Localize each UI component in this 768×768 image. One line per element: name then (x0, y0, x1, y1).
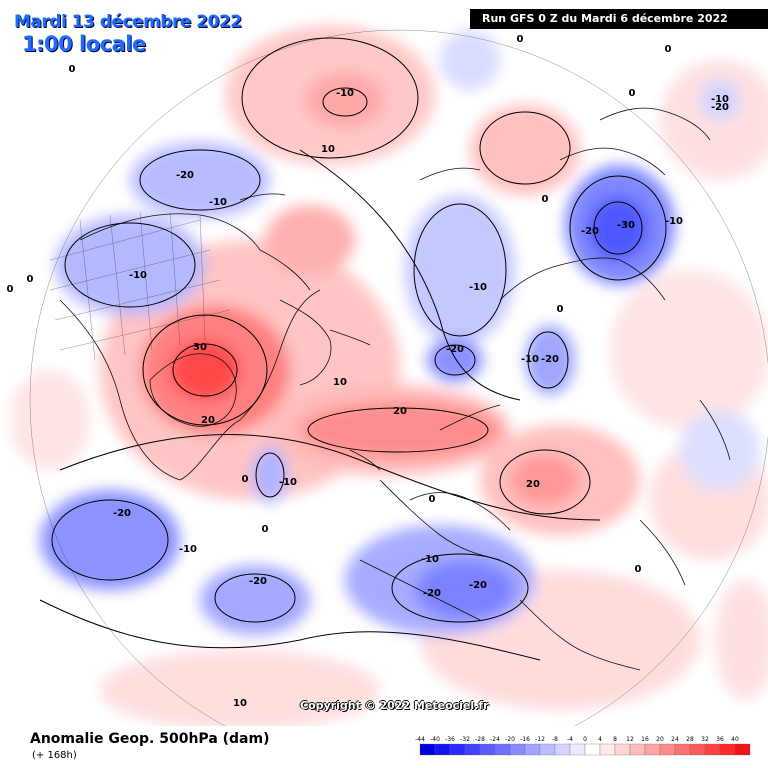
forecast-time: 1:00 locale (22, 32, 146, 56)
legend-swatch (584, 743, 601, 756)
legend-tick-label: 0 (583, 736, 587, 743)
legend-tick-label: -28 (475, 736, 485, 743)
legend-tick-label: 16 (641, 736, 649, 743)
legend-swatch (689, 743, 706, 756)
legend-swatch (539, 743, 556, 756)
contour-label: 0 (557, 304, 564, 315)
color-legend: -44 -40 -36 -32 -28 -24 -20 -16 -12 -8 -4 0 4 8 12 16 20… (415, 736, 751, 756)
contour-label: 0 (629, 88, 636, 99)
contour-label: -20 (249, 576, 267, 587)
legend-tick-label: -4 (567, 736, 573, 743)
legend-swatch (524, 743, 541, 756)
contour-label: -20 (113, 508, 131, 519)
legend-tick-label: 36 (716, 736, 724, 743)
contour-lines (39, 37, 667, 661)
contour-labels: -20 -10 -10 -10 10 -10 -20 -10 -20 -20 -… (7, 34, 730, 709)
contour-label: -30 (617, 220, 635, 231)
contour-label: 10 (321, 144, 335, 155)
run-info: Run GFS 0 Z du Mardi 6 décembre 2022 (470, 9, 768, 29)
legend-swatch (674, 743, 691, 756)
contour-label: 0 (242, 474, 249, 485)
contour-label: -20 (469, 580, 487, 591)
legend-swatch (554, 743, 571, 756)
contour-label: -10 (336, 88, 354, 99)
legend-tick-label: -8 (552, 736, 558, 743)
legend-tick-label: 20 (656, 736, 664, 743)
graticule (29, 29, 768, 768)
contour-label: -10 (279, 477, 297, 488)
legend-swatch (419, 743, 436, 756)
legend-tick-label: -24 (490, 736, 500, 743)
lead-time: (+ 168h) (32, 750, 77, 761)
contour-label: -20 (711, 102, 729, 113)
legend-tick-label: 4 (598, 736, 602, 743)
contour-label: 0 (7, 284, 14, 295)
legend-swatch (509, 743, 526, 756)
legend-tick-label: -16 (520, 736, 530, 743)
anomaly-shading (10, 25, 768, 730)
contour-label: 20 (201, 415, 215, 426)
legend-tick-label: -32 (460, 736, 470, 743)
legend-swatch (719, 743, 736, 756)
contour-label: 20 (526, 479, 540, 490)
contour-label: -20 (541, 354, 559, 365)
contour-label: -10 (711, 94, 729, 105)
legend-swatch (494, 743, 511, 756)
contour-label: 10 (333, 377, 347, 388)
contour-label: 0 (429, 494, 436, 505)
legend-swatch (449, 743, 466, 756)
legend-tick-label: 32 (701, 736, 709, 743)
legend-tick-label: -12 (535, 736, 545, 743)
contour-label: -10 (521, 354, 539, 365)
contour-label: 0 (27, 274, 34, 285)
contour-label: -10 (209, 197, 227, 208)
copyright: Copyright © 2022 Meteociel.fr (300, 699, 489, 712)
legend-tick-label: 40 (731, 736, 739, 743)
contour-label: -20 (176, 170, 194, 181)
contour-label: -10 (179, 544, 197, 555)
legend-swatch (434, 743, 451, 756)
contour-label: 0 (542, 194, 549, 205)
contour-label: -10 (129, 270, 147, 281)
legend-swatch (644, 743, 661, 756)
contour-label: 0 (517, 34, 524, 45)
contour-label: 30 (193, 342, 207, 353)
forecast-date: Mardi 13 décembre 2022 (14, 12, 242, 32)
legend-swatch (599, 743, 616, 756)
contour-label: 0 (69, 64, 76, 75)
legend-tick-label: -40 (430, 736, 440, 743)
legend-swatch (464, 743, 481, 756)
contour-label: -20 (423, 588, 441, 599)
coastlines (59, 107, 731, 671)
contour-label: 10 (233, 698, 247, 709)
legend-swatch (479, 743, 496, 756)
legend-tick-label: -36 (445, 736, 455, 743)
contour-label: 0 (635, 564, 642, 575)
contour-label: 0 (665, 44, 672, 55)
variable-title: Anomalie Geop. 500hPa (dam) (30, 731, 270, 747)
contour-label: -10 (665, 216, 683, 227)
legend-tick-label: -20 (505, 736, 515, 743)
legend-tick-label: 8 (613, 736, 617, 743)
legend-swatch (569, 743, 586, 756)
legend-tick-label: -44 (415, 736, 425, 743)
legend-swatch (734, 743, 751, 756)
legend-swatch (659, 743, 676, 756)
contour-label: 0 (262, 524, 269, 535)
legend-swatch (704, 743, 721, 756)
legend-swatch (629, 743, 646, 756)
contour-label: -10 (421, 554, 439, 565)
contour-label: 20 (393, 406, 407, 417)
legend-swatch (614, 743, 631, 756)
contour-label: -20 (446, 344, 464, 355)
legend-tick-label: 28 (686, 736, 694, 743)
contour-label: -10 (469, 282, 487, 293)
legend-tick-label: 12 (626, 736, 634, 743)
legend-tick-label: 24 (671, 736, 679, 743)
contour-label: -20 (581, 226, 599, 237)
